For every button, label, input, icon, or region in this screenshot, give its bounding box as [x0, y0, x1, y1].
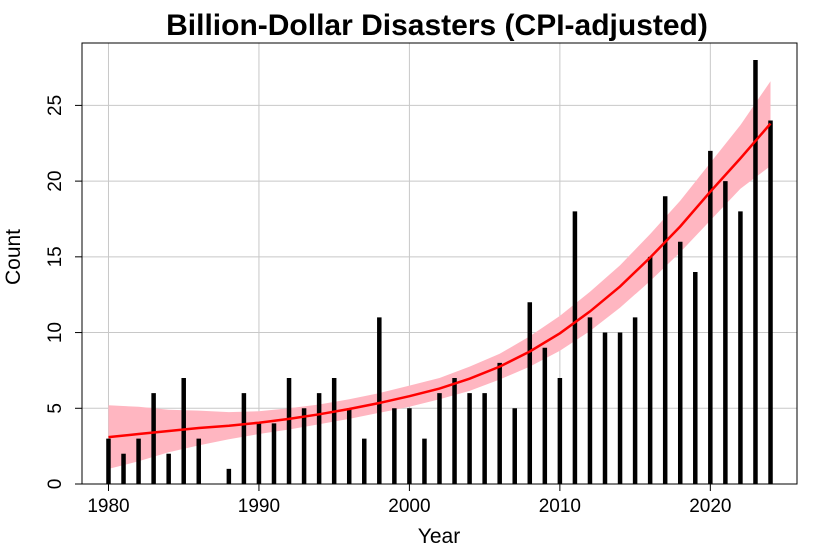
y-tick-label-20: 20 [45, 171, 66, 192]
chart-title: Billion-Dollar Disasters (CPI-adjusted) [166, 9, 708, 42]
y-tick-label-0: 0 [45, 479, 66, 490]
y-tick-label-25: 25 [45, 95, 66, 116]
x-tick-label-1980: 1980 [87, 496, 129, 517]
x-axis-label: Year [418, 525, 460, 548]
x-tick-label-2000: 2000 [388, 496, 430, 517]
y-tick-label-5: 5 [45, 403, 66, 414]
trend-line [108, 122, 772, 439]
plot-frame [81, 42, 798, 485]
x-tick-label-2010: 2010 [539, 496, 581, 517]
trend-line-layer [108, 122, 772, 439]
y-tick-label-10: 10 [45, 322, 66, 343]
y-tick-label-15: 15 [45, 246, 66, 267]
x-tick-label-2020: 2020 [689, 496, 731, 517]
x-tick-label-1990: 1990 [238, 496, 280, 517]
bar-layer [106, 59, 773, 484]
axis-layer: 1980 1990 2000 2010 2020 0 5 10 15 20 25 [45, 95, 731, 517]
y-axis-label: Count [2, 229, 25, 285]
